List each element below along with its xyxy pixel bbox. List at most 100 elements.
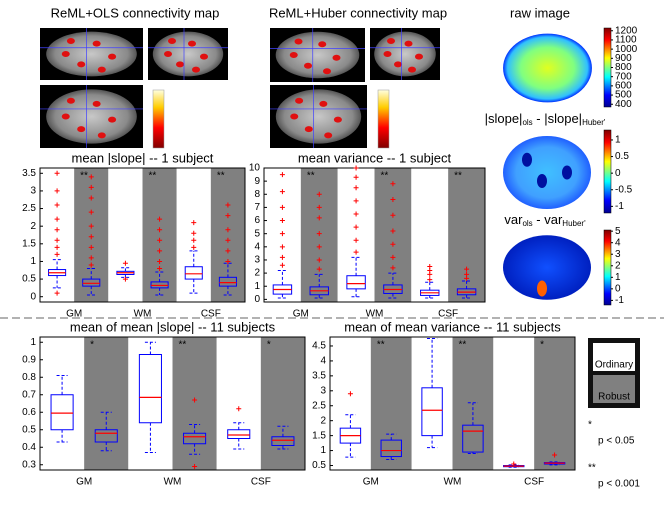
activation (289, 52, 298, 58)
outlier (511, 461, 517, 467)
outlier (54, 188, 60, 194)
x-tick-label: WM (444, 477, 462, 488)
outlier (279, 172, 285, 178)
whisker (345, 414, 356, 429)
outlier (54, 170, 60, 176)
box (50, 394, 74, 431)
x-tick-label: GM (66, 309, 82, 320)
outlier (191, 237, 197, 243)
significance: ** (459, 340, 467, 351)
outlier (464, 271, 470, 277)
legend-swatch (593, 375, 635, 403)
legend-note: p < 0.001 (598, 479, 640, 490)
activation (61, 51, 70, 57)
activation (304, 62, 312, 69)
whisker (189, 279, 199, 294)
series-background (534, 337, 575, 470)
colorbar-tick-label: 1000 (615, 44, 638, 55)
activation (97, 132, 106, 139)
legend-label: Ordinary (595, 360, 633, 371)
outlier (353, 174, 359, 180)
whisker (314, 273, 324, 287)
brain-image (46, 31, 137, 77)
brain-image (503, 135, 591, 210)
outlier (88, 195, 94, 201)
map-title: ReML+OLS connectivity map (51, 5, 220, 20)
series-background (374, 168, 412, 302)
outlier (353, 198, 359, 204)
series-background (216, 337, 261, 470)
outlier (390, 265, 396, 271)
activation (408, 66, 416, 73)
y-tick-label: 2 (320, 415, 326, 426)
y-tick-label: 0.5 (22, 424, 36, 435)
outlier (427, 264, 433, 270)
outlier (464, 266, 470, 272)
colorbar-tick-label: 1 (615, 135, 621, 146)
whisker (425, 281, 435, 291)
series-background (330, 337, 371, 470)
colorbar-tick-label: -0.5 (615, 184, 633, 195)
whisker (56, 429, 68, 443)
activation (176, 61, 184, 68)
y-tick-label: 1 (30, 337, 36, 348)
x-tick-label: GM (76, 477, 92, 488)
y-tick-label: 4 (320, 356, 326, 367)
activation (66, 38, 75, 44)
outlier (279, 262, 285, 268)
outlier (88, 244, 94, 250)
outlier (157, 237, 163, 243)
outlier (88, 262, 94, 268)
activation (92, 40, 101, 47)
legend-label: Robust (598, 392, 630, 403)
y-tick-label: 2.5 (312, 400, 326, 411)
y-tick-label: 3 (30, 186, 36, 197)
y-tick-label: 0.7 (22, 389, 36, 400)
outlier (353, 249, 359, 255)
colorbar-tick-label: 1200 (615, 25, 638, 36)
y-tick-label: 0.8 (22, 372, 36, 383)
brain-image (374, 31, 436, 77)
chart-title: mean of mean |slope| -- 11 subjects (70, 319, 276, 334)
outlier (88, 174, 94, 180)
colorbar-tick-label: -1 (615, 201, 624, 212)
title-part: ols (522, 219, 532, 228)
significance: ** (217, 171, 225, 182)
significance: ** (149, 171, 157, 182)
outlier (225, 258, 231, 264)
whisker (277, 425, 289, 437)
x-tick-label: GM (293, 309, 309, 320)
x-tick-label: WM (164, 477, 182, 488)
outlier (353, 165, 359, 171)
outlier (225, 202, 231, 208)
whisker (351, 256, 361, 276)
y-tick-label: 9 (254, 176, 260, 187)
x-tick-label: CSF (251, 477, 271, 488)
outlier (157, 258, 163, 264)
colorbar (603, 229, 612, 306)
y-tick-label: 0.4 (22, 442, 36, 453)
whisker (155, 287, 164, 296)
outlier (427, 277, 433, 283)
significance: ** (454, 171, 462, 182)
whisker (86, 268, 96, 280)
legend-swatch (593, 343, 635, 371)
series-background (493, 337, 535, 470)
outlier (54, 251, 60, 257)
activation (332, 54, 341, 61)
whisker (100, 411, 112, 430)
title-part: Huber' (582, 118, 606, 127)
outlier (191, 220, 197, 226)
title-part: ols (522, 118, 532, 127)
colorbar-tick-label: -1 (615, 295, 624, 306)
x-tick-label: GM (363, 477, 379, 488)
outlier (88, 255, 94, 261)
outlier (192, 397, 198, 403)
activation (387, 38, 395, 44)
outlier (88, 184, 94, 190)
whisker (351, 288, 361, 298)
outlier (54, 202, 60, 208)
activation (192, 66, 200, 73)
outlier (390, 254, 396, 260)
